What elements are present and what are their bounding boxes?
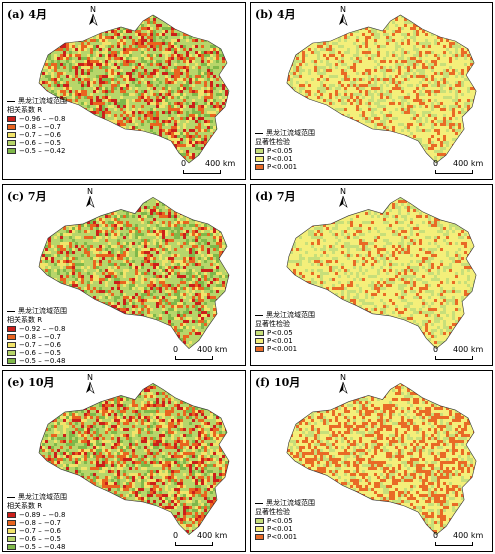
panel-a-label: (a) 4月: [7, 8, 48, 21]
panel-a-april-correlation: (a) 4月 N 黑龙江流域范围 相关系数 R −0.96 – −0.8 −0.…: [2, 2, 246, 180]
panel-d-july-significance: (d) 7月 N 黑龙江流域范围 显著性检验 P<0.05 P<0.01 P<0…: [250, 184, 493, 366]
legend-f: 黑龙江流域范围 显著性检验 P<0.05 P<0.01 P<0.001: [255, 499, 315, 541]
legend-row: −0.8 – −0.7: [7, 123, 67, 131]
north-arrow-icon: N: [83, 187, 97, 209]
boundary-label: 黑龙江流域范围: [18, 97, 67, 105]
legend-a: 黑龙江流域范围 相关系数 R −0.96 – −0.8 −0.8 – −0.7 …: [7, 97, 67, 155]
basin-map-e: [38, 382, 230, 536]
legend-row: −0.6 – −0.5: [7, 139, 67, 147]
panel-d-label: (d) 7月: [255, 190, 296, 203]
legend-boundary: 黑龙江流域范围: [7, 97, 67, 106]
north-arrow-icon: N: [336, 187, 350, 209]
basin-map-c: [38, 196, 230, 350]
legend-row: −0.7 – −0.6: [7, 131, 67, 139]
north-arrow-icon: N: [83, 373, 97, 395]
basin-boundary: [286, 196, 477, 350]
basin-map-b: [286, 14, 477, 164]
panel-c-july-correlation: (c) 7月 N 黑龙江流域范围 相关系数 R −0.92 – −0.8 −0.…: [2, 184, 246, 366]
basin-boundary: [286, 382, 477, 536]
panel-e-october-correlation: (e) 10月 N 黑龙江流域范围 相关系数 R −0.89 – −0.8 −0…: [2, 370, 246, 552]
north-arrow-icon: N: [336, 5, 350, 27]
legend-row: −0.96 – −0.8: [7, 115, 67, 123]
panel-b-april-significance: (b) 4月 N 黑龙江流域范围 显著性检验 P<0.05 P<0.01 P<0…: [250, 2, 493, 180]
north-label: N: [90, 5, 96, 14]
legend-e: 黑龙江流域范围 相关系数 R −0.89 – −0.8 −0.8 – −0.7 …: [7, 493, 67, 551]
legend-d: 黑龙江流域范围 显著性检验 P<0.05 P<0.01 P<0.001: [255, 311, 315, 353]
basin-boundary: [286, 14, 477, 164]
basin-map-f: [286, 382, 477, 536]
panel-c-label: (c) 7月: [7, 190, 47, 203]
basin-boundary: [38, 14, 230, 164]
north-arrow-icon: N: [86, 5, 100, 27]
basin-map-d: [286, 196, 477, 350]
legend-row: −0.5 – −0.42: [7, 147, 67, 155]
panel-b-label: (b) 4月: [255, 8, 296, 21]
basin-boundary: [38, 382, 230, 536]
panel-e-label: (e) 10月: [7, 376, 55, 389]
panel-f-label: (f) 10月: [255, 376, 301, 389]
legend-title: 相关系数 R: [7, 106, 43, 114]
basin-boundary: [38, 196, 230, 350]
legend-b: 黑龙江流域范围 显著性检验 P<0.05 P<0.01 P<0.001: [255, 129, 315, 171]
legend-c: 黑龙江流域范围 相关系数 R −0.92 – −0.8 −0.8 – −0.7 …: [7, 307, 67, 365]
north-arrow-icon: N: [336, 373, 350, 395]
panel-f-october-significance: (f) 10月 N 黑龙江流域范围 显著性检验 P<0.05 P<0.01 P<…: [250, 370, 493, 552]
basin-map-a: [38, 14, 230, 164]
